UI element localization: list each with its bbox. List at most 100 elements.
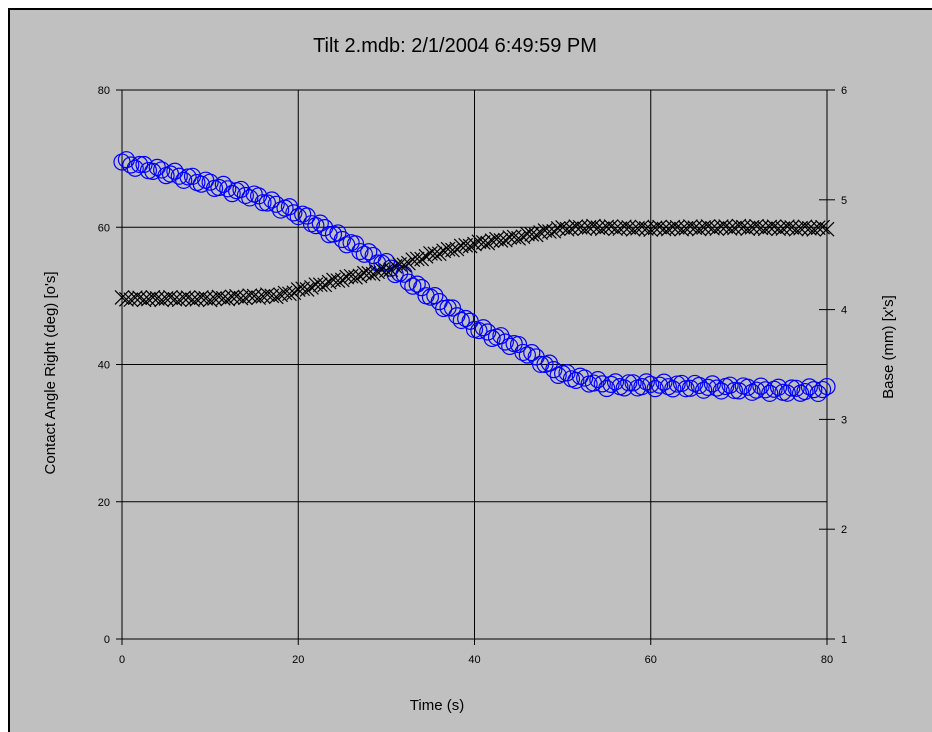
chart-panel: Tilt 2.mdb: 2/1/2004 6:49:59 PM 0 20 40 60 8…	[8, 8, 932, 732]
data-point-x	[559, 221, 575, 237]
data-point-circle	[756, 381, 774, 399]
y2-tick-label: 3	[841, 414, 847, 426]
data-point-x	[352, 268, 368, 284]
data-point-x	[511, 230, 526, 246]
data-point-x	[643, 222, 659, 238]
data-point-circle	[122, 156, 140, 174]
data-point-circle	[404, 277, 422, 295]
data-point-circle	[307, 217, 325, 235]
data-point-x	[286, 285, 302, 301]
data-point-circle	[818, 377, 836, 396]
x-tick-label: 60	[645, 654, 657, 666]
data-point-x	[568, 219, 584, 235]
data-point-circle	[747, 381, 766, 399]
data-point-x	[176, 290, 192, 306]
data-point-x	[202, 292, 218, 308]
data-point-x	[709, 221, 725, 237]
data-point-circle	[769, 378, 788, 396]
data-point-x	[180, 290, 196, 306]
data-point-x	[431, 246, 447, 262]
data-point-x	[634, 219, 650, 235]
data-point-circle	[712, 382, 730, 400]
data-point-x	[215, 290, 231, 306]
y-tick-label: 20	[98, 497, 110, 509]
data-point-circle	[646, 380, 664, 398]
data-point-x	[616, 219, 632, 235]
data-point-x	[185, 292, 200, 308]
data-point-circle	[637, 373, 655, 391]
data-point-circle	[721, 376, 739, 394]
data-point-x	[674, 221, 690, 237]
y2-tick-label: 2	[841, 524, 847, 536]
data-point-x	[564, 221, 579, 237]
data-point-x	[268, 289, 284, 305]
data-point-circle	[752, 377, 770, 395]
data-point-x	[779, 219, 795, 235]
data-point-circle	[474, 319, 492, 337]
data-point-x	[594, 221, 610, 237]
data-point-circle	[457, 309, 475, 328]
data-point-circle	[743, 383, 761, 401]
data-point-circle	[311, 214, 329, 232]
data-point-x	[625, 221, 641, 237]
data-point-circle	[280, 198, 299, 216]
data-point-x	[242, 288, 258, 304]
data-point-circle	[241, 189, 259, 207]
data-point-x	[427, 246, 443, 262]
data-point-x	[757, 221, 773, 237]
data-point-circle	[695, 381, 713, 399]
data-point-x	[193, 289, 209, 305]
data-point-circle	[778, 384, 796, 402]
data-point-x	[762, 219, 778, 235]
data-point-circle	[739, 378, 757, 396]
data-point-x	[251, 290, 267, 306]
data-point-x	[577, 221, 593, 237]
data-point-x	[378, 263, 394, 278]
data-point-x	[475, 235, 491, 250]
data-point-circle	[117, 151, 136, 169]
data-point-circle	[289, 208, 307, 226]
data-point-circle	[598, 379, 616, 398]
data-point-circle	[633, 378, 651, 396]
data-point-x	[493, 233, 509, 248]
data-point-circle	[333, 230, 351, 249]
data-point-x	[546, 223, 562, 239]
data-point-x	[740, 221, 756, 237]
data-point-circle	[126, 159, 144, 177]
data-point-circle	[492, 327, 510, 345]
data-point-circle	[620, 374, 638, 392]
data-point-circle	[219, 180, 237, 198]
data-point-circle	[254, 194, 272, 212]
data-point-circle	[677, 380, 695, 398]
data-point-circle	[615, 379, 633, 397]
data-point-circle	[725, 381, 744, 400]
data-point-x	[656, 221, 672, 237]
data-point-x	[603, 219, 619, 235]
data-point-x	[237, 290, 253, 306]
data-point-circle	[672, 374, 691, 393]
data-point-circle	[681, 379, 700, 397]
data-point-circle	[144, 162, 162, 180]
data-point-x	[282, 286, 297, 302]
data-point-circle	[153, 161, 171, 179]
data-point-x	[691, 221, 707, 237]
data-point-circle	[426, 287, 444, 305]
data-point-circle	[175, 171, 193, 189]
data-point-circle	[813, 380, 832, 399]
y2-tick-label: 5	[841, 195, 847, 207]
data-point-x	[788, 221, 804, 237]
y2-axis-label: Base (mm) [x's]	[880, 295, 897, 399]
data-point-x	[229, 288, 244, 304]
data-point-circle	[320, 226, 338, 244]
data-point-x	[586, 218, 601, 234]
data-point-circle	[576, 369, 594, 387]
data-point-x	[211, 289, 227, 305]
data-point-x	[713, 219, 729, 235]
data-point-x	[114, 289, 130, 305]
data-point-circle	[479, 323, 497, 341]
data-point-circle	[650, 376, 669, 394]
data-point-x	[154, 292, 170, 308]
x-tick-label: 0	[119, 654, 125, 666]
data-point-x	[418, 248, 434, 264]
